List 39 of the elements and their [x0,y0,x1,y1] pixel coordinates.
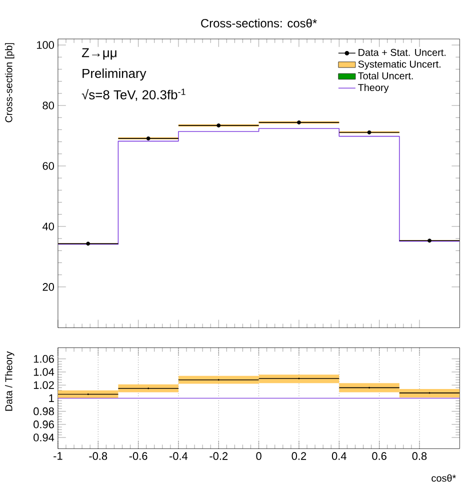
y-tick-label: 1 [49,394,54,402]
y-tick-label: 100 [37,41,54,49]
y-tick-label: 80 [42,102,54,110]
legend-label: Total Uncert. [358,72,413,80]
annotation: Z→μμ [82,48,117,60]
point [428,238,432,243]
annotation: √s=8 TeV, 20.3fb$^{-1}$ [82,88,186,101]
y-tick-label: 0.96 [34,420,54,428]
legend-label: Systematic Uncert. [358,60,441,70]
y-tick-label: 1.04 [34,368,54,376]
legend-label: Theory [358,84,389,94]
y-axis-title: Cross-section [pb] [5,43,14,122]
point [146,136,150,140]
x-axis-title: cosθ* [432,474,456,482]
legend-label: Data + Stat. Uncert. [358,48,446,56]
x-tick-label: 0.8 [412,452,427,460]
point [216,123,221,128]
x-tick-label: -0.4 [170,452,188,460]
annotation: Preliminary [82,68,146,81]
point [86,242,90,246]
x-tick-label: -0.6 [130,452,148,460]
y-tick-label: 0.94 [34,434,54,442]
x-tick-label: -0.8 [89,452,108,460]
y-tick-label: 20 [42,283,54,291]
y-tick-label: 40 [42,222,54,230]
x-tick-label: 0.2 [292,452,306,460]
y-tick-label: 60 [42,162,54,170]
x-tick-label: 0.4 [332,452,347,460]
point [297,120,302,124]
x-tick-label: 0.6 [372,452,387,460]
y-tick-label: 0.98 [34,407,54,416]
x-tick-label: -0.2 [210,452,228,460]
y-tick-label: 1.06 [34,355,54,363]
x-tick-label: -1 [54,452,62,460]
chart-title: Cross-sections: cosθ* [201,18,318,28]
x-tick-label: 0 [256,452,262,460]
point [367,130,372,134]
y-tick-label: 1.02 [34,381,54,389]
y-axis-title: Data / Theory [5,351,14,411]
